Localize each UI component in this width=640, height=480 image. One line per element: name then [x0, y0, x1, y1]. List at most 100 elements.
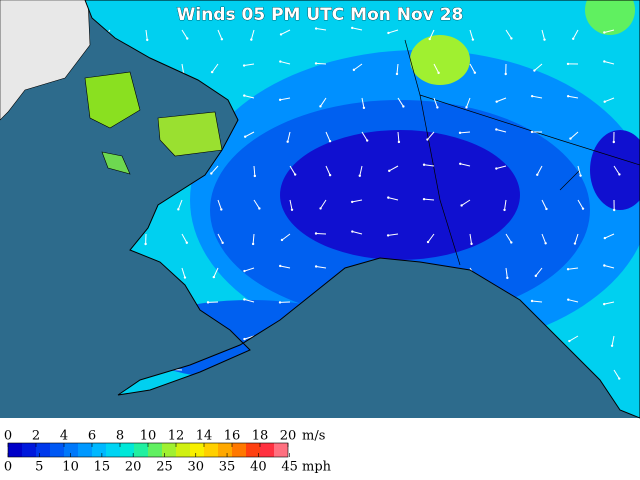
wind-arrow-head	[428, 37, 431, 41]
ms-tick-label: 18	[252, 429, 269, 444]
wind-arrow-head	[459, 162, 462, 165]
wind-arrow-head	[293, 173, 297, 176]
wind-arrow	[280, 265, 291, 269]
wind-arrow-head	[243, 298, 246, 301]
wind-arrow-head	[351, 230, 354, 233]
wind-arrow-head	[186, 37, 189, 40]
wind-arrow-head	[470, 242, 473, 246]
wind-arrow-head	[504, 72, 507, 76]
wind-arrow	[210, 165, 219, 174]
wind-arrow	[280, 29, 291, 35]
wind-arrow-head	[279, 33, 283, 36]
wind-arrow	[213, 267, 219, 278]
wind-arrow-head	[471, 38, 475, 41]
wind-arrow-head	[243, 337, 246, 341]
chukotka	[84, 71, 141, 129]
wind-arrow	[505, 29, 512, 39]
wind-arrow	[280, 61, 291, 65]
mph-tick-label: 45	[281, 460, 298, 475]
wind-arrow	[496, 165, 507, 170]
ms-tick-label: 0	[4, 429, 12, 444]
wind-arrow-head	[397, 140, 401, 144]
wind-arrow-head	[286, 140, 289, 143]
color-swatch	[106, 443, 120, 457]
wind-arrow	[427, 233, 435, 243]
wind-arrow-head	[242, 64, 246, 67]
wind-arrow	[316, 265, 327, 269]
wind-arrow	[541, 233, 547, 244]
wind-arrow	[389, 165, 399, 172]
wind-arrow-head	[314, 265, 318, 268]
ms-tick-label: 16	[224, 429, 241, 444]
wind-arrow-head	[534, 274, 538, 278]
wind-arrow-head	[319, 105, 322, 108]
wind-arrow	[217, 199, 222, 210]
wind-arrow	[181, 29, 188, 39]
wind-arrow	[388, 29, 399, 34]
color-swatch	[190, 443, 204, 457]
wind-arrow-head	[545, 207, 548, 211]
wind-arrow	[429, 29, 435, 40]
wind-arrow	[466, 97, 471, 108]
wind-arrow-head	[243, 94, 246, 97]
wind-arrow-head	[314, 62, 318, 65]
color-swatch	[162, 443, 176, 457]
wind-arrow	[244, 63, 255, 67]
wind-arrow-head	[278, 98, 282, 102]
wind-arrow-head	[362, 106, 366, 110]
wind-arrow-head	[603, 31, 606, 34]
wind-arrow-head	[530, 130, 534, 134]
mph-tick-label: 35	[219, 460, 236, 475]
wind-arrow-head	[350, 200, 354, 204]
wind-arrow	[353, 63, 363, 71]
wind-arrow	[320, 97, 327, 107]
wind-arrow	[244, 95, 255, 99]
wind-arrow-head	[612, 140, 615, 144]
wind-arrow	[570, 131, 579, 139]
mph-tick-label: 5	[35, 460, 43, 475]
wind-arrow-head	[177, 208, 180, 211]
wind-arrow-head	[530, 94, 534, 98]
wind-arrow-head	[210, 70, 214, 74]
wind-arrow	[427, 131, 435, 140]
wind-arrow	[532, 95, 543, 99]
wind-arrow-head	[183, 276, 187, 279]
wind-arrow-head	[495, 100, 498, 103]
wind-arrow-head	[280, 238, 284, 242]
wind-arrow	[541, 29, 545, 40]
wind-arrow	[352, 231, 363, 235]
color-swatch	[50, 443, 64, 457]
wind-arrow	[536, 165, 543, 176]
wind-arrow	[325, 131, 331, 142]
wind-arrow	[280, 97, 291, 101]
wind-arrow	[388, 233, 399, 236]
wind-arrow	[569, 335, 579, 342]
wind-arrow-head	[571, 37, 575, 40]
wind-arrow-head	[278, 301, 282, 304]
color-swatch	[92, 443, 106, 457]
wind-arrow-head	[258, 207, 261, 210]
wind-arrow	[505, 233, 512, 243]
wind-arrow-head	[603, 264, 606, 267]
ms-tick-label: 4	[60, 429, 68, 444]
wind-arrow	[316, 28, 327, 31]
wind-arrow-head	[495, 128, 498, 131]
wind-arrow-head	[351, 26, 354, 30]
wind-arrow-head	[314, 232, 318, 235]
wind-arrow-head	[603, 60, 606, 63]
wind-arrow	[424, 164, 435, 167]
ms-tick-label: 14	[196, 429, 213, 444]
wind-arrow	[611, 335, 615, 346]
wind-arrow	[281, 233, 291, 241]
color-swatch	[134, 443, 148, 457]
wind-arrow	[568, 299, 579, 303]
wind-arrow-head	[536, 173, 539, 176]
wind-arrow	[396, 63, 399, 74]
wind-arrow	[613, 369, 620, 379]
wind-arrow-head	[426, 138, 429, 141]
wind-arrow	[534, 63, 543, 71]
wind-arrow	[253, 165, 256, 177]
mph-tick-label: 30	[187, 460, 204, 475]
wind-arrow-head	[543, 38, 546, 41]
wind-arrow	[325, 165, 331, 176]
